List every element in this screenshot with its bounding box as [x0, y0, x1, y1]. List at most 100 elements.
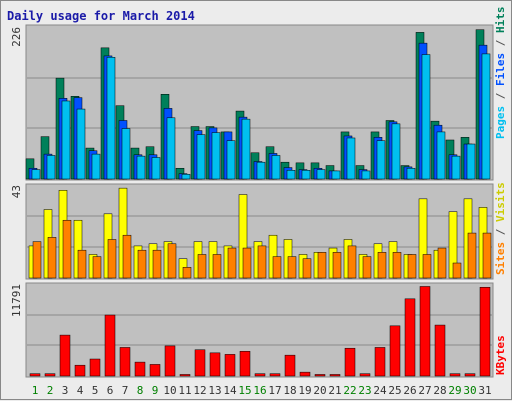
- sites-bar: [407, 254, 417, 279]
- x-tick-label: 23: [358, 384, 371, 397]
- kbytes-bar: [104, 314, 116, 377]
- pages-bar: [76, 108, 86, 180]
- x-tick-label: 8: [137, 384, 144, 397]
- x-tick-label: 20: [313, 384, 326, 397]
- kbytes-bar: [419, 286, 431, 377]
- sites-bar: [122, 234, 132, 279]
- kbytes-bar: [179, 374, 191, 377]
- pages-bar: [241, 118, 251, 180]
- sites-bar: [347, 245, 357, 279]
- pages-bar: [106, 57, 116, 180]
- sites-bar: [452, 262, 462, 279]
- sites-bar: [227, 247, 237, 279]
- x-tick-label: 16: [253, 384, 266, 397]
- pages-bar: [406, 167, 416, 180]
- x-tick-label: 19: [298, 384, 311, 397]
- x-tick-label: 22: [343, 384, 356, 397]
- ymax-label-kbytes: 11791: [10, 284, 23, 317]
- kbytes-bar: [359, 373, 371, 377]
- x-tick-label: 4: [77, 384, 84, 397]
- sites-bar: [62, 219, 72, 279]
- x-tick-label: 18: [283, 384, 296, 397]
- pages-bar: [391, 123, 401, 180]
- pages-bar: [271, 155, 281, 180]
- sites-bar: [302, 258, 312, 279]
- legend-kbytes: KBytes: [494, 335, 507, 375]
- sites-bar: [47, 237, 57, 279]
- ymax-label-hits: 226: [10, 27, 23, 47]
- kbytes-bar: [89, 358, 101, 377]
- x-tick-label: 7: [122, 384, 129, 397]
- kbytes-bar: [299, 371, 311, 377]
- legend-sites: Sites: [494, 242, 507, 275]
- x-tick-label: 28: [433, 384, 446, 397]
- sites-bar: [467, 232, 477, 279]
- legend-sites-visits: Sites / Visits: [494, 182, 507, 275]
- svg-text:Sites / Visits: Sites / Visits: [494, 182, 507, 275]
- pages-bar: [121, 128, 131, 180]
- x-tick-label: 24: [373, 384, 387, 397]
- kbytes-bar: [74, 364, 86, 377]
- pages-bar: [436, 131, 446, 180]
- pages-bar: [46, 155, 56, 180]
- sites-bar: [332, 252, 342, 279]
- sites-bar: [257, 245, 267, 279]
- kbytes-bar: [44, 373, 56, 377]
- pages-bar: [451, 155, 461, 180]
- x-tick-label: 15: [238, 384, 251, 397]
- chart-title: Daily usage for March 2014: [7, 9, 195, 23]
- pages-bar: [346, 137, 356, 180]
- sites-bar: [377, 252, 387, 279]
- pages-bar: [466, 143, 476, 180]
- x-tick-label: 9: [152, 384, 159, 397]
- kbytes-bar: [254, 373, 266, 377]
- kbytes-bar: [29, 373, 41, 377]
- x-tick-label: 14: [223, 384, 237, 397]
- kbytes-bar: [284, 354, 296, 377]
- sites-bar: [362, 256, 372, 279]
- legend-hits: Hits: [494, 7, 507, 34]
- kbytes-bar: [434, 324, 446, 377]
- kbytes-bar: [464, 373, 476, 377]
- x-tick-label: 17: [268, 384, 281, 397]
- x-tick-label: 6: [107, 384, 114, 397]
- kbytes-bar: [59, 334, 71, 377]
- svg-text:Pages / Files / Hits: Pages / Files / Hits: [494, 7, 507, 140]
- kbytes-bar: [374, 347, 386, 377]
- ymax-label-visits: 43: [10, 185, 23, 198]
- legend-pages: Pages: [494, 106, 507, 139]
- sites-bar: [92, 256, 102, 279]
- x-tick-label: 12: [193, 384, 206, 397]
- pages-bar: [211, 132, 221, 180]
- pages-bar: [196, 134, 206, 180]
- pages-bar: [31, 169, 41, 180]
- x-tick-label: 2: [47, 384, 54, 397]
- sites-bar: [137, 249, 147, 279]
- sites-bar: [212, 254, 222, 279]
- sites-bar: [197, 254, 207, 279]
- legend-hits-files-pages: Pages / Files / Hits: [494, 7, 507, 140]
- kbytes-bar: [479, 286, 491, 377]
- sites-bar: [107, 239, 117, 279]
- sites-bar: [482, 232, 492, 279]
- sites-bar: [152, 249, 162, 279]
- legend-files: Files: [494, 53, 507, 86]
- pages-bar: [331, 170, 341, 180]
- pages-bar: [361, 170, 371, 180]
- pages-bar: [316, 169, 326, 180]
- pages-bar: [181, 174, 191, 180]
- pages-bar: [421, 54, 431, 180]
- pages-bar: [481, 53, 491, 180]
- x-tick-label: 30: [463, 384, 476, 397]
- kbytes-bar: [119, 347, 131, 377]
- sites-bar: [437, 247, 447, 279]
- x-tick-label: 21: [328, 384, 341, 397]
- x-tick-label: 3: [62, 384, 69, 397]
- pages-bar: [136, 155, 146, 180]
- sites-bar: [77, 249, 87, 279]
- x-tick-label: 5: [92, 384, 99, 397]
- pages-bar: [256, 161, 266, 180]
- kbytes-bar: [389, 325, 401, 377]
- kbytes-bar: [344, 347, 356, 377]
- x-tick-label: 1: [32, 384, 39, 397]
